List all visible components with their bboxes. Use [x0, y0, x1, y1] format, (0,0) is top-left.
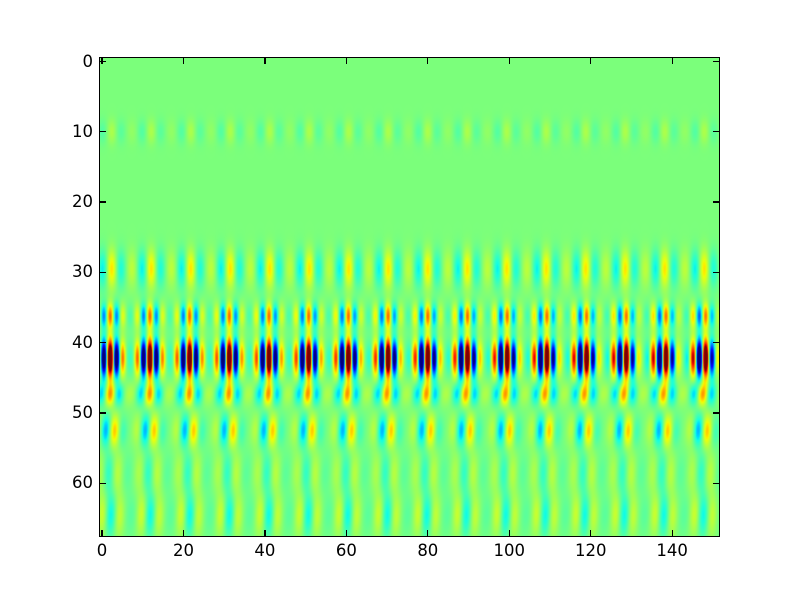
- y-axis-tick-left: [100, 342, 106, 344]
- x-axis-tick-bottom: [508, 530, 510, 536]
- y-axis-tick-left: [100, 412, 106, 414]
- y-axis-tick-left: [100, 482, 106, 484]
- y-axis-tick-left: [100, 201, 106, 203]
- x-axis-tick-top: [590, 58, 592, 64]
- x-axis-tick-top: [345, 58, 348, 64]
- plot-area: [98, 56, 720, 537]
- y-axis-tick-right: [713, 60, 719, 63]
- x-axis-tick-label: 20: [172, 541, 194, 560]
- y-axis-tick-right: [713, 482, 719, 484]
- x-axis-tick-label: 120: [574, 541, 607, 560]
- x-axis-tick-top: [264, 58, 266, 64]
- y-axis-tick-left: [100, 60, 106, 63]
- x-axis-tick-bottom: [671, 530, 673, 536]
- x-axis-tick-bottom: [427, 530, 429, 536]
- y-axis-tick-left: [100, 131, 106, 133]
- x-axis-tick-label: 0: [96, 541, 108, 560]
- y-axis-tick-right: [713, 201, 719, 203]
- y-axis-tick-left: [100, 271, 106, 274]
- x-axis-tick-label: 40: [254, 541, 276, 560]
- x-axis-tick-bottom: [182, 530, 185, 536]
- y-axis-tick-right: [713, 342, 719, 344]
- x-axis-tick-bottom: [101, 530, 103, 536]
- heatmap-canvas: [99, 57, 719, 536]
- x-axis-tick-top: [427, 58, 429, 64]
- x-axis-tick-label: 80: [417, 541, 439, 560]
- x-axis-tick-bottom: [345, 530, 348, 536]
- y-axis-tick-label: 30: [72, 262, 93, 282]
- y-axis-tick-label: 0: [82, 51, 94, 71]
- x-axis-tick-top: [182, 58, 185, 64]
- y-axis-tick-right: [713, 131, 719, 133]
- y-axis-tick-right: [713, 271, 719, 274]
- x-axis-tick-top: [671, 58, 673, 64]
- y-axis-tick-label: 50: [72, 402, 93, 422]
- y-axis-tick-label: 10: [72, 121, 93, 141]
- y-axis-tick-label: 60: [72, 473, 93, 493]
- x-axis-tick-label: 60: [335, 541, 357, 560]
- x-axis-tick-bottom: [264, 530, 266, 536]
- x-axis-tick-bottom: [590, 530, 592, 536]
- x-axis-tick-label: 100: [493, 541, 526, 560]
- y-axis-tick-right: [713, 412, 719, 414]
- y-axis-tick-label: 20: [72, 191, 93, 211]
- x-axis-tick-top: [508, 58, 510, 64]
- y-axis-tick-label: 40: [72, 332, 93, 352]
- x-axis-tick-label: 140: [656, 541, 688, 560]
